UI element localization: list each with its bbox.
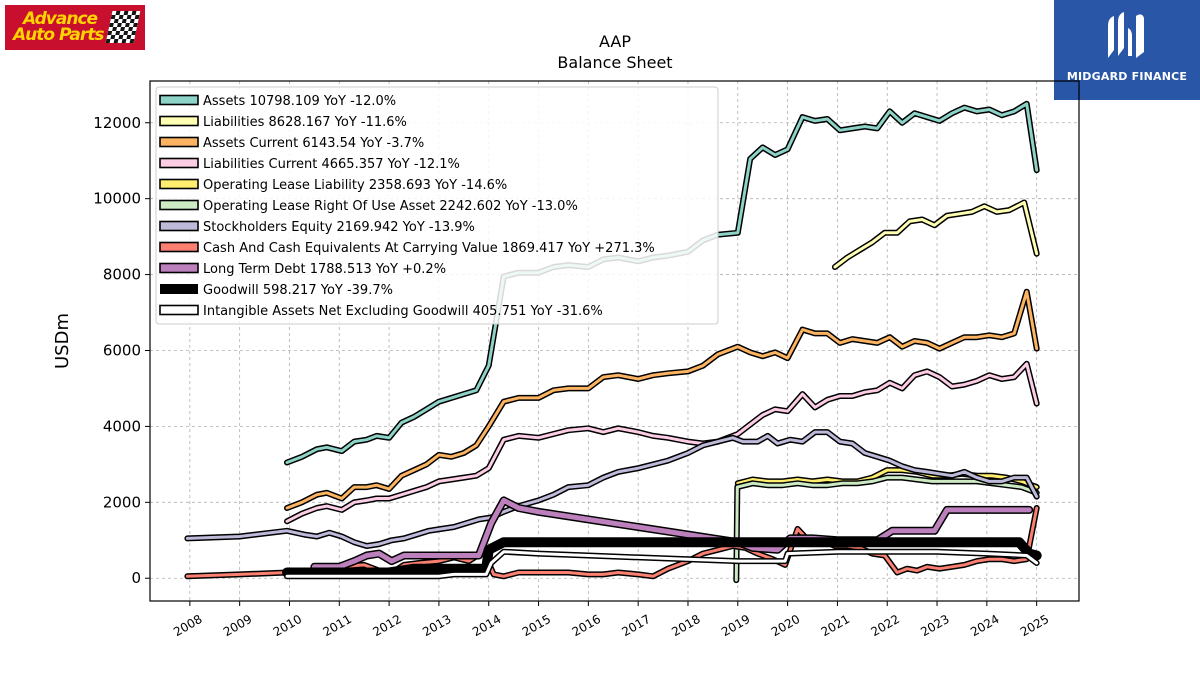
x-axis: 2008 2009 2010 2011 2012 2013 2014 2015 2016 2017… [171, 601, 1051, 639]
advance-auto-parts-logo: Advance Auto Parts [5, 5, 145, 50]
chart-subtitle: Balance Sheet [557, 53, 672, 72]
x-tick-label: 2020 [769, 612, 802, 639]
y-tick-label: 6000 [103, 341, 141, 359]
legend-swatch-liabilities [159, 115, 199, 127]
legend-swatch-assets-current [159, 136, 199, 148]
series-line-cash-and-cash-equivalents-at-carrying-value [185, 506, 1039, 578]
legend-swatch-operating-lease-liability [159, 178, 199, 190]
midgard-emblem-icon [1108, 12, 1144, 58]
series-line-stockholders-equity [185, 430, 1039, 548]
legend-swatch-goodwill [160, 284, 198, 294]
legend-label-operating-lease-right-of-use-asset: Operating Lease Right Of Use Asset 2242.… [203, 199, 578, 214]
midgard-finance-logo: MIDGARD FINANCE [1054, 0, 1200, 100]
x-tick-label: 2010 [271, 612, 304, 639]
series-line-assets-current [285, 290, 1039, 510]
x-tick-label: 2019 [719, 612, 752, 639]
series-line-liabilities [833, 201, 1039, 269]
legend-label-operating-lease-liability: Operating Lease Liability 2358.693 YoY -… [203, 178, 507, 193]
legend-label-long-term-debt: Long Term Debt 1788.513 YoY +0.2% [203, 262, 446, 277]
y-axis-label: USDm [52, 313, 73, 369]
y-tick-label: 2000 [103, 493, 141, 511]
legend-swatch-long-term-debt [159, 262, 199, 274]
legend-label-assets-current: Assets Current 6143.54 YoY -3.7% [203, 136, 424, 151]
legend-swatch-liabilities-current [159, 157, 199, 169]
series-outline-liabilities [831, 199, 1040, 270]
plot-frame [149, 80, 1080, 602]
y-axis: 0 2000 4000 6000 8000 10000 12000 [93, 114, 150, 587]
series-outline-liabilities-current [284, 360, 1040, 525]
x-tick-label: 2012 [370, 612, 403, 639]
x-tick-label: 2011 [321, 612, 354, 639]
legend-label-cash-and-cash-equivalents-at-carrying-value: Cash And Cash Equivalents At Carrying Va… [203, 241, 655, 256]
legend-swatch-cash-and-cash-equivalents-at-carrying-value [159, 241, 199, 253]
legend-swatch-assets [159, 94, 199, 106]
logo-line1: Advance [23, 9, 98, 29]
x-tick-label: 2014 [470, 612, 503, 639]
legend-label-stockholders-equity: Stockholders Equity 2169.942 YoY -13.9% [203, 220, 475, 235]
series-line-liabilities-current [285, 362, 1039, 523]
x-tick-label: 2023 [918, 612, 951, 639]
logo-name: MIDGARD FINANCE [1066, 70, 1188, 83]
x-tick-label: 2018 [669, 612, 702, 639]
series-line-goodwill [282, 537, 1042, 578]
x-tick-label: 2015 [520, 612, 553, 639]
y-tick-label: 0 [131, 569, 141, 587]
y-tick-label: 12000 [93, 114, 141, 132]
legend-label-liabilities-current: Liabilities Current 4665.357 YoY -12.1% [203, 157, 460, 172]
x-tick-label: 2009 [221, 612, 254, 639]
legend-box [155, 86, 719, 325]
x-tick-label: 2017 [619, 612, 652, 639]
x-tick-label: 2021 [819, 612, 852, 639]
x-tick-label: 2008 [171, 612, 204, 639]
logo-line2: Auto Parts [13, 25, 104, 45]
legend: Assets 10798.109 YoY -12.0% Liabilities 8… [155, 86, 719, 325]
legend-label-intangible-assets-net-excluding-goodwill: Intangible Assets Net Excluding Goodwill… [203, 304, 603, 319]
legend-label-assets: Assets 10798.109 YoY -12.0% [203, 94, 396, 109]
legend-swatch-intangible-assets-net-excluding-goodwill [159, 304, 199, 316]
x-tick-label: 2025 [1018, 612, 1051, 639]
series-line-long-term-debt [311, 497, 1032, 570]
series-line-operating-lease-liability [736, 468, 1039, 489]
x-tick-label: 2024 [968, 612, 1001, 639]
legend-swatch-stockholders-equity [159, 220, 199, 232]
legend-label-goodwill: Goodwill 598.217 YoY -39.7% [203, 283, 393, 298]
series-line-intangible-assets-net-excluding-goodwill [285, 550, 1039, 578]
y-tick-label: 8000 [103, 266, 141, 284]
x-tick-label: 2022 [868, 612, 901, 639]
chart-title: AAP [599, 32, 631, 51]
legend-swatch-operating-lease-right-of-use-asset [159, 199, 199, 211]
legend-label-liabilities: Liabilities 8628.167 YoY -11.6% [203, 115, 407, 130]
y-tick-label: 4000 [103, 417, 141, 435]
x-tick-label: 2013 [420, 612, 453, 639]
y-tick-label: 10000 [93, 190, 141, 208]
x-tick-label: 2016 [570, 612, 603, 639]
